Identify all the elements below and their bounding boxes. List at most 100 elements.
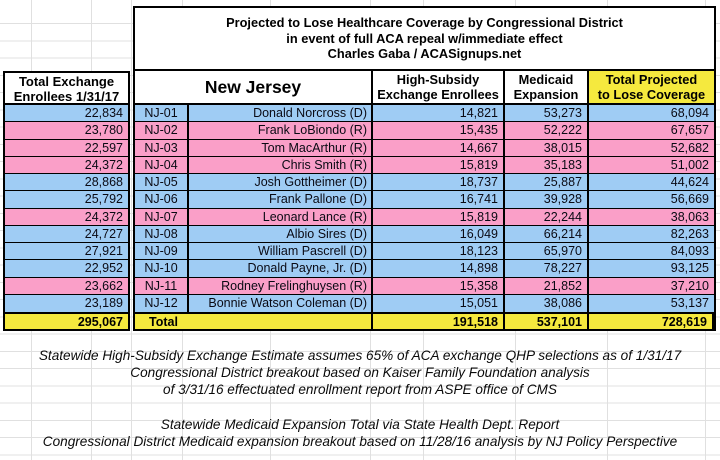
left-enrollees-cell: 23,189 <box>5 294 128 312</box>
footnote-line: Statewide High-Subsidy Exchange Estimate… <box>38 348 682 363</box>
left-enrollees-cell: 23,780 <box>5 122 128 140</box>
exchange-enrollees-cell: 15,819 <box>373 208 505 225</box>
rep-name-cell: Josh Gottheimer (D) <box>189 174 373 191</box>
rep-name-cell: Donald Norcross (D) <box>189 105 373 122</box>
medicaid-expansion-cell: 78,227 <box>505 260 589 277</box>
total-lose-coverage-cell: 44,624 <box>670 175 709 190</box>
footnote-line: Statewide Medicaid Expansion Total via S… <box>160 417 560 432</box>
table-row: NJ-05 Josh Gottheimer (D) 18,737 25,887 … <box>135 174 714 192</box>
table-row: NJ-06 Frank Pallone (D) 16,741 39,928 56… <box>135 191 714 209</box>
exchange-enrollees-cell: 14,667 <box>373 139 505 156</box>
rep-name-cell: Albio Sires (D) <box>189 225 373 242</box>
exchange-enrollees-cell: 15,051 <box>373 294 505 312</box>
table-body: NJ-01 Donald Norcross (D) 14,821 53,273 … <box>133 105 716 312</box>
medicaid-expansion-cell: 65,970 <box>505 243 589 260</box>
total-lose-coverage-cell: 84,093 <box>670 244 709 259</box>
exchange-footnotes: Statewide High-Subsidy Exchange Estimate… <box>0 347 720 399</box>
medicaid-expansion-cell: 22,244 <box>505 208 589 225</box>
table-title: Projected to Lose Healthcare Coverage by… <box>133 6 716 71</box>
medicaid-expansion-header: Medicaid Expansion <box>505 71 589 103</box>
total-label-cell: Total <box>135 314 373 329</box>
left-enrollees-cell: 24,372 <box>5 156 128 174</box>
district-cell: NJ-01 <box>135 105 189 122</box>
left-enrollees-cell: 27,921 <box>5 243 128 261</box>
exchange-enrollees-cell: 16,049 <box>373 225 505 242</box>
total-lose-coverage-cell: 38,063 <box>670 209 709 224</box>
state-header: New Jersey <box>135 71 373 103</box>
total-lose-coverage-cell: 67,657 <box>670 123 709 138</box>
exchange-enrollees-header: High-Subsidy Exchange Enrollees <box>373 71 505 103</box>
rep-name-cell: William Pascrell (D) <box>189 243 373 260</box>
total-projected-header: Total Projected to Lose Coverage <box>589 71 714 103</box>
table-row: NJ-04 Chris Smith (R) 15,819 35,183 51,0… <box>135 156 714 174</box>
total-exchange-enrollees-table: Total Exchange Enrollees 1/31/17 22,834 … <box>3 71 130 331</box>
district-cell: NJ-07 <box>135 208 189 225</box>
medicaid-expansion-cell: 35,183 <box>505 156 589 173</box>
rep-name-cell: Leonard Lance (R) <box>189 208 373 225</box>
rep-name-cell: Frank LoBiondo (R) <box>189 122 373 139</box>
footnote-line: Congressional District Medicaid expansio… <box>42 434 678 450</box>
district-cell: NJ-03 <box>135 139 189 156</box>
title-line-3: Charles Gaba / ACASignups.net <box>327 46 522 61</box>
left-table-header: Total Exchange Enrollees 1/31/17 <box>3 71 130 105</box>
district-cell: NJ-04 <box>135 156 189 173</box>
district-cell: NJ-02 <box>135 122 189 139</box>
exchange-enrollees-cell: 14,821 <box>373 105 505 122</box>
total-overall-cell: 728,619 <box>589 314 714 329</box>
total-row: Total 191,518 537,101 728,619 <box>133 312 716 331</box>
exchange-enrollees-cell: 18,737 <box>373 174 505 191</box>
footnote-line: of 3/31/16 effectuated enrollment report… <box>163 382 557 398</box>
medicaid-expansion-cell: 21,852 <box>505 277 589 294</box>
exchange-enrollees-cell: 16,741 <box>373 191 505 208</box>
total-lose-coverage-cell: 93,125 <box>670 261 709 276</box>
total-medicaid-cell: 537,101 <box>505 314 589 329</box>
total-lose-coverage-cell: 68,094 <box>670 106 709 121</box>
medicaid-expansion-cell: 39,928 <box>505 191 589 208</box>
total-lose-coverage-cell: 51,002 <box>670 157 709 172</box>
district-cell: NJ-12 <box>135 294 189 312</box>
title-line-1: Projected to Lose Healthcare Coverage by… <box>226 15 623 30</box>
rep-name-cell: Rodney Frelinghuysen (R) <box>189 277 373 294</box>
exchange-enrollees-cell: 15,435 <box>373 122 505 139</box>
exchange-enrollees-cell: 15,819 <box>373 156 505 173</box>
table-row: NJ-07 Leonard Lance (R) 15,819 22,244 38… <box>135 208 714 226</box>
left-enrollees-cell: 28,868 <box>5 174 128 192</box>
left-enrollees-cell: 24,372 <box>5 208 128 226</box>
exchange-enrollees-cell: 15,358 <box>373 277 505 294</box>
medicaid-expansion-cell: 38,015 <box>505 139 589 156</box>
table-row: NJ-09 William Pascrell (D) 18,123 65,970… <box>135 243 714 261</box>
district-cell: NJ-06 <box>135 191 189 208</box>
left-table-body: 22,834 23,780 22,597 24,372 28,868 25,79… <box>3 105 130 312</box>
left-total-cell: 295,067 <box>3 312 130 331</box>
total-lose-coverage-cell: 52,682 <box>670 140 709 155</box>
rep-name-cell: Frank Pallone (D) <box>189 191 373 208</box>
left-enrollees-cell: 24,727 <box>5 225 128 243</box>
exchange-enrollees-cell: 18,123 <box>373 243 505 260</box>
footnote-line: Congressional District breakout based on… <box>130 365 590 381</box>
district-cell: NJ-10 <box>135 260 189 277</box>
column-header-row: New Jersey High-Subsidy Exchange Enrolle… <box>133 69 716 105</box>
medicaid-expansion-cell: 53,273 <box>505 105 589 122</box>
title-line-2: in event of full ACA repeal w/immediate … <box>286 30 563 46</box>
left-enrollees-cell: 22,834 <box>5 105 128 123</box>
rep-name-cell: Tom MacArthur (R) <box>189 139 373 156</box>
table-row: NJ-01 Donald Norcross (D) 14,821 53,273 … <box>135 105 714 123</box>
table-row: NJ-08 Albio Sires (D) 16,049 66,214 82,2… <box>135 225 714 243</box>
left-enrollees-cell: 22,952 <box>5 260 128 278</box>
district-cell: NJ-08 <box>135 225 189 242</box>
district-cell: NJ-09 <box>135 243 189 260</box>
medicaid-expansion-cell: 25,887 <box>505 174 589 191</box>
table-row: NJ-11 Rodney Frelinghuysen (R) 15,358 21… <box>135 277 714 295</box>
rep-name-cell: Donald Payne, Jr. (D) <box>189 260 373 277</box>
table-row: NJ-10 Donald Payne, Jr. (D) 14,898 78,22… <box>135 260 714 278</box>
left-enrollees-cell: 22,597 <box>5 139 128 157</box>
table-row: NJ-12 Bonnie Watson Coleman (D) 15,051 3… <box>135 294 714 312</box>
medicaid-expansion-cell: 38,086 <box>505 294 589 312</box>
medicaid-expansion-cell: 52,222 <box>505 122 589 139</box>
coverage-loss-table: Projected to Lose Healthcare Coverage by… <box>133 6 716 331</box>
district-cell: NJ-11 <box>135 277 189 294</box>
district-cell: NJ-05 <box>135 174 189 191</box>
total-lose-coverage-cell: 56,669 <box>670 192 709 207</box>
left-enrollees-cell: 23,662 <box>5 277 128 295</box>
